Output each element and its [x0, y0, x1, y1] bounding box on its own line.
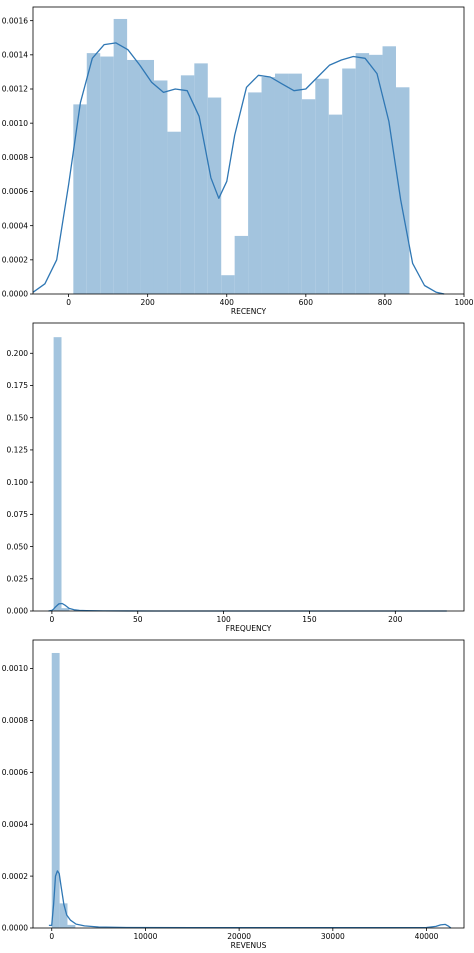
x-tick-label: 600: [299, 298, 314, 307]
x-axis-label: FREQUENCY: [226, 624, 272, 633]
histogram-bar: [221, 275, 235, 294]
histogram-bar: [67, 924, 76, 928]
histogram-bar: [180, 75, 195, 294]
y-tick-label: 0.0008: [2, 153, 28, 162]
x-axis-label: RECENCY: [231, 307, 267, 316]
x-tick-label: 30000: [321, 932, 345, 941]
histogram-bar: [167, 131, 181, 294]
y-tick-label: 0.0002: [2, 872, 28, 881]
kde-line: [32, 42, 445, 295]
histogram-bar: [234, 235, 249, 294]
y-tick-label: 0.075: [7, 510, 29, 519]
histogram-bar: [194, 63, 208, 294]
y-tick-label: 0.175: [7, 381, 29, 390]
histogram-bar: [274, 73, 289, 294]
bars: [53, 337, 70, 611]
kde-line: [48, 602, 447, 612]
histogram-bar: [53, 337, 62, 611]
x-tick-label: 200: [388, 615, 403, 624]
frequency-histogram: 0 50 100 150 200 0.000 0.025 0.050 0.075 0.100 0.1…: [7, 322, 465, 633]
y-tick-label: 0.0000: [2, 290, 28, 299]
y-tick-label: 0.0006: [2, 768, 28, 777]
axes-frame: [32, 639, 465, 929]
histogram-bar: [355, 53, 370, 294]
y-tick-label: 0.200: [7, 349, 29, 358]
x-tick-label: 800: [378, 298, 393, 307]
bars: [73, 18, 410, 295]
x-tick-label: 0: [66, 298, 71, 307]
y-tick-label: 0.0016: [2, 16, 28, 25]
histogram-bar: [328, 114, 343, 294]
histogram-bar: [382, 46, 396, 294]
y-tick-label: 0.0008: [2, 716, 28, 725]
y-tick-label: 0.0000: [2, 924, 28, 933]
y-tick-label: 0.0004: [2, 221, 28, 230]
histogram-bar: [301, 99, 316, 294]
histogram-bar: [86, 53, 101, 294]
y-tick-label: 0.0002: [2, 256, 28, 265]
y-tick-label: 0.0012: [2, 85, 28, 94]
x-axis-label: REVENUS: [231, 941, 267, 950]
x-tick-label: 1000: [454, 298, 473, 307]
histogram-bar: [127, 59, 141, 295]
y-tick-label: 0.0010: [2, 664, 28, 673]
y-tick-label: 0.0004: [2, 820, 28, 829]
histogram-bar: [59, 903, 68, 928]
y-tick-label: 0.0006: [2, 187, 28, 196]
y-tick-label: 0.050: [7, 542, 29, 551]
histogram-bar: [315, 78, 329, 294]
histogram-bar: [61, 608, 70, 611]
histogram-bar: [113, 18, 128, 294]
histogram-bar: [395, 87, 410, 295]
x-tick-label: 0: [49, 615, 54, 624]
x-tick-label: 150: [302, 615, 317, 624]
y-tick-label: 0.000: [7, 607, 29, 616]
histogram-bar: [261, 77, 275, 295]
axes-frame: [32, 6, 465, 295]
kde-line: [48, 870, 452, 929]
x-tick-label: 200: [141, 298, 156, 307]
histogram-bar: [100, 56, 114, 294]
y-tick-label: 0.025: [7, 574, 29, 583]
y-tick-label: 0.100: [7, 478, 29, 487]
bars: [51, 652, 76, 928]
x-tick-label: 0: [49, 932, 54, 941]
histogram-bar: [153, 80, 168, 294]
histogram-bar: [140, 59, 154, 295]
y-tick-label: 0.0014: [2, 51, 28, 60]
x-tick-label: 20000: [227, 932, 251, 941]
y-tick-label: 0.125: [7, 446, 29, 455]
histogram-bar: [288, 73, 302, 294]
recency-histogram: 0 200 400 600 800 1000 0.0000 0.0002 0.0004 0.000…: [2, 6, 474, 316]
y-tick-label: 0.150: [7, 413, 29, 422]
histogram-bar: [369, 54, 383, 295]
x-tick-label: 10000: [134, 932, 158, 941]
x-tick-label: 400: [220, 298, 235, 307]
x-tick-label: 50: [133, 615, 143, 624]
y-tick-label: 0.0010: [2, 119, 28, 128]
histogram-bar: [73, 104, 87, 294]
x-tick-label: 100: [216, 615, 231, 624]
axes-frame: [32, 322, 465, 612]
histogram-bar: [342, 68, 356, 294]
histogram-bar: [51, 652, 60, 928]
revenus-histogram: 0 10000 20000 30000 40000 0.0000 0.0002 0.0004 0…: [2, 639, 465, 950]
histogram-bar: [248, 92, 262, 295]
x-tick-label: 40000: [415, 932, 439, 941]
histogram-bar: [207, 97, 222, 295]
